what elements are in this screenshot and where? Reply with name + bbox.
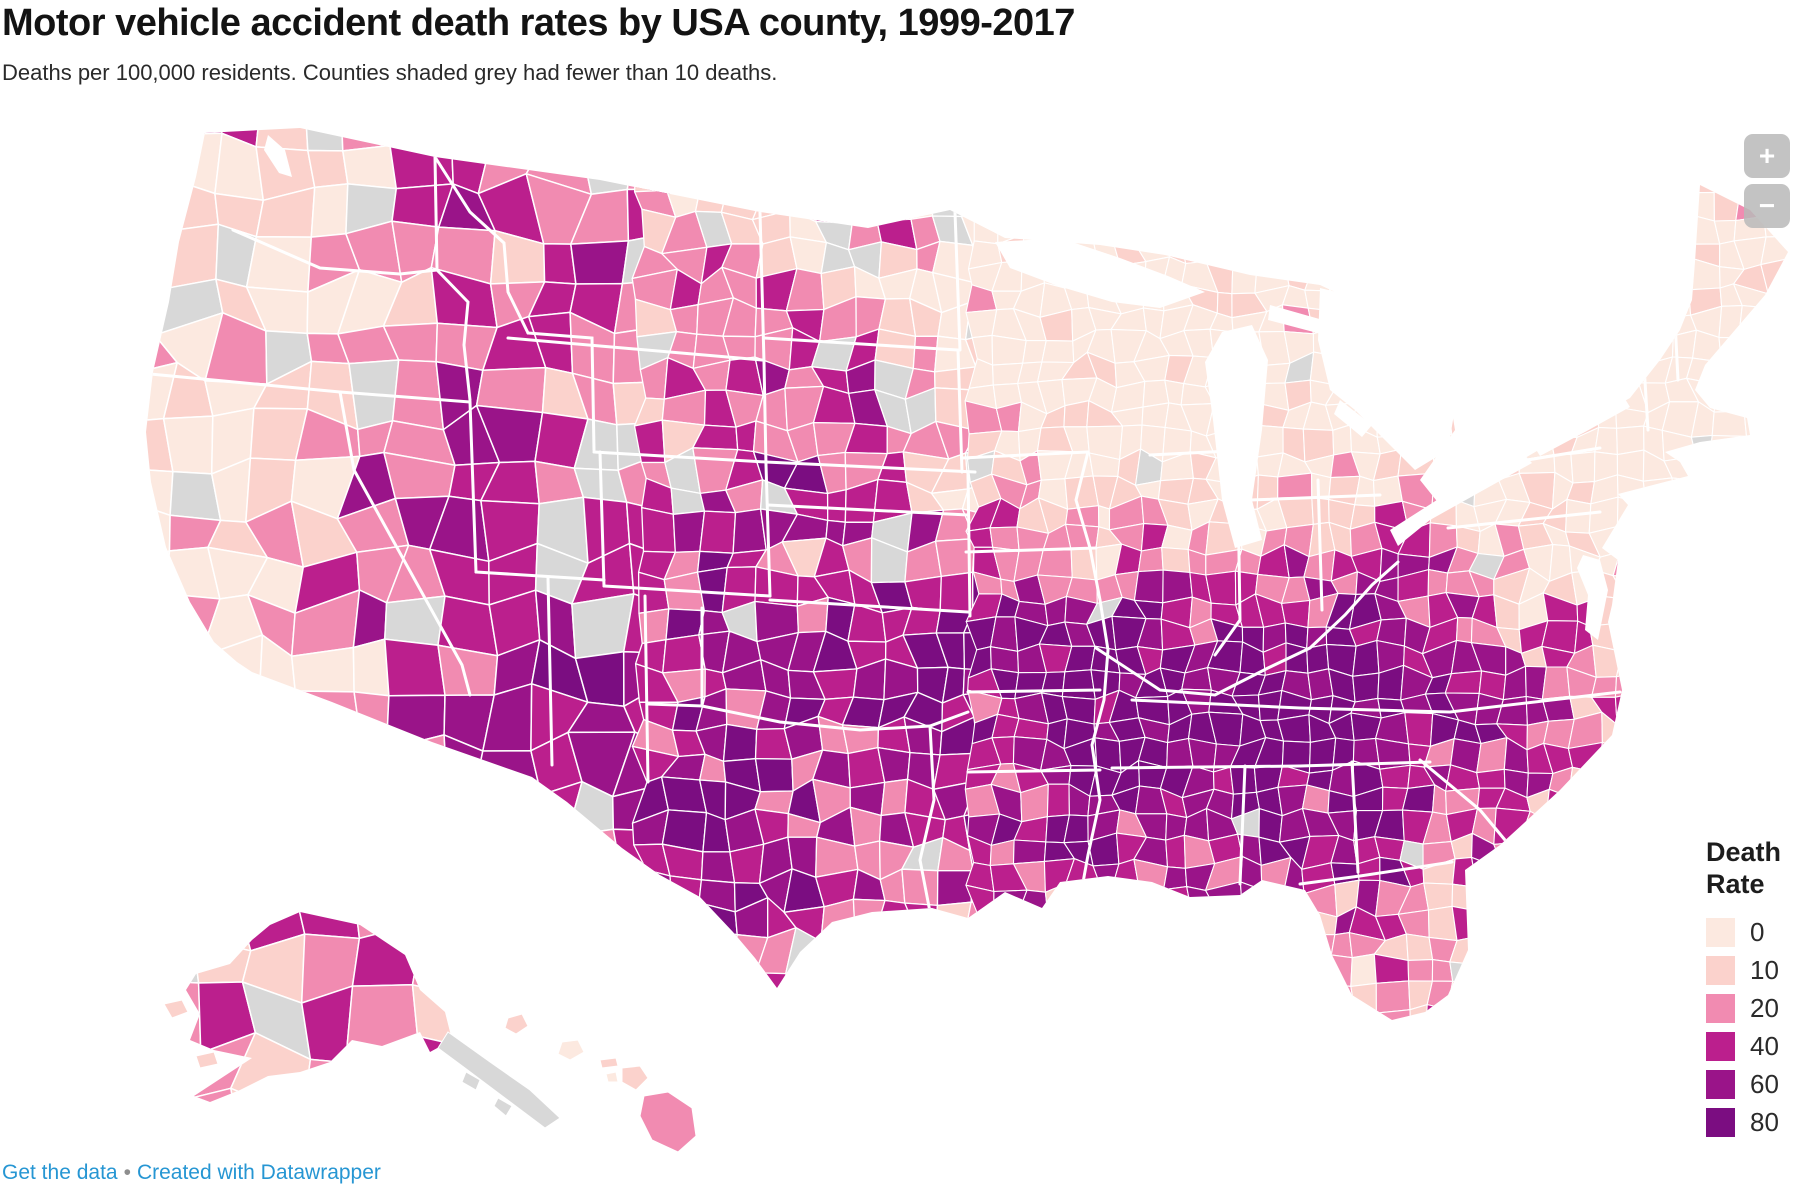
legend-swatch	[1706, 917, 1735, 947]
legend-item: 40	[1706, 1031, 1798, 1062]
zoom-out-button[interactable]: −	[1744, 184, 1790, 228]
legend-item: 20	[1706, 993, 1798, 1024]
footer-separator: •	[123, 1161, 131, 1184]
legend-swatch	[1706, 1069, 1735, 1099]
legend-title: Death Rate	[1706, 837, 1782, 900]
legend-swatch	[1706, 993, 1735, 1023]
legend-swatch	[1706, 1031, 1735, 1061]
datawrapper-credit-link[interactable]: Created with Datawrapper	[136, 1161, 381, 1184]
legend-label: 80	[1750, 1106, 1779, 1137]
legend-label: 0	[1750, 916, 1765, 947]
footer: Get the data • Created with Datawrapper	[2, 1161, 381, 1185]
legend-item: 10	[1706, 955, 1798, 986]
legend-swatch	[1706, 1107, 1735, 1137]
legend-item: 0	[1706, 917, 1798, 948]
legend-label: 60	[1750, 1068, 1779, 1099]
legend-swatch	[1706, 955, 1735, 985]
page-subtitle: Deaths per 100,000 residents. Counties s…	[2, 60, 778, 85]
legend-label: 20	[1750, 992, 1779, 1023]
get-data-link[interactable]: Get the data	[2, 1161, 118, 1184]
zoom-in-button[interactable]: +	[1744, 134, 1790, 178]
legend-item: 80	[1706, 1107, 1798, 1138]
legend-items: 0 10 20 40 60 80	[1706, 917, 1798, 1138]
map-legend: Death Rate 0 10 20 40 60 80	[1706, 836, 1798, 1145]
legend-label: 40	[1750, 1030, 1779, 1061]
page-title: Motor vehicle accident death rates by US…	[2, 2, 1075, 44]
legend-label: 10	[1750, 954, 1779, 985]
legend-item: 60	[1706, 1069, 1798, 1100]
map-zoom-controls: + −	[1744, 134, 1790, 228]
